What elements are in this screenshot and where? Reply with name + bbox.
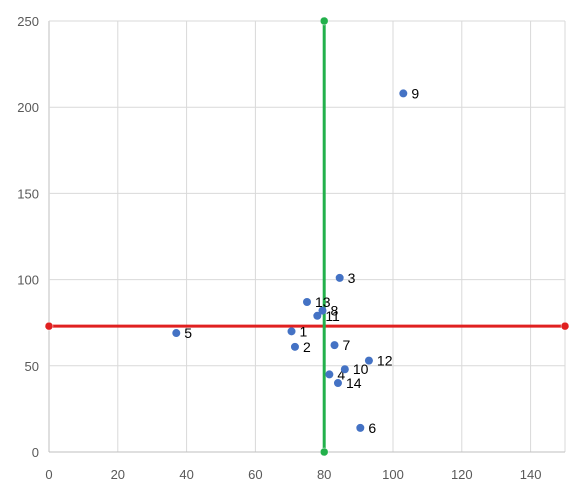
- data-label: 11: [325, 308, 340, 324]
- data-point: [399, 89, 408, 98]
- vertical-reference-line-end-marker: [319, 16, 329, 26]
- data-point: [318, 306, 327, 315]
- y-tick-label: 100: [17, 273, 39, 288]
- x-tick-label: 140: [520, 467, 542, 482]
- y-tick-label: 50: [25, 359, 39, 374]
- data-label: 9: [411, 85, 419, 101]
- data-point: [333, 379, 342, 388]
- x-tick-label: 20: [111, 467, 125, 482]
- x-tick-label: 0: [45, 467, 52, 482]
- data-label: 7: [343, 337, 351, 353]
- data-label: 6: [368, 420, 376, 436]
- data-point: [356, 423, 365, 432]
- data-label: 5: [184, 325, 192, 341]
- data-label: 10: [353, 361, 369, 377]
- data-point: [290, 342, 299, 351]
- data-label: 12: [377, 353, 393, 369]
- reference-lines: [44, 16, 570, 457]
- horizontal-reference-line-end-marker: [560, 321, 570, 331]
- data-point: [172, 329, 181, 338]
- data-point: [287, 327, 296, 336]
- data-label: 14: [346, 375, 362, 391]
- data-label: 2: [303, 339, 311, 355]
- y-tick-label: 0: [32, 445, 39, 460]
- data-point: [364, 356, 373, 365]
- data-point: [313, 311, 322, 320]
- horizontal-reference-line-end-marker: [44, 321, 54, 331]
- data-label: 1: [300, 323, 308, 339]
- x-tick-label: 60: [248, 467, 262, 482]
- x-tick-label: 40: [179, 467, 193, 482]
- y-tick-label: 150: [17, 186, 39, 201]
- x-tick-label: 80: [317, 467, 331, 482]
- data-point: [340, 365, 349, 374]
- data-label: 4: [337, 366, 345, 382]
- tick-labels: 0 20 40 60 80 100 120 140 0 50 100 150 200 250: [17, 14, 541, 482]
- data-point: [330, 341, 339, 350]
- x-tick-label: 120: [451, 467, 473, 482]
- data-point: [303, 298, 311, 307]
- data-label: 8: [330, 303, 338, 319]
- data-point: [335, 273, 344, 282]
- data-label: 3: [348, 270, 356, 286]
- grid-lines: [48, 20, 566, 453]
- y-tick-label: 250: [17, 14, 39, 29]
- y-tick-label: 200: [17, 100, 39, 115]
- data-point: [325, 370, 334, 379]
- x-tick-label: 100: [382, 467, 404, 482]
- vertical-reference-line-end-marker: [319, 447, 329, 457]
- data-label: 13: [315, 294, 331, 310]
